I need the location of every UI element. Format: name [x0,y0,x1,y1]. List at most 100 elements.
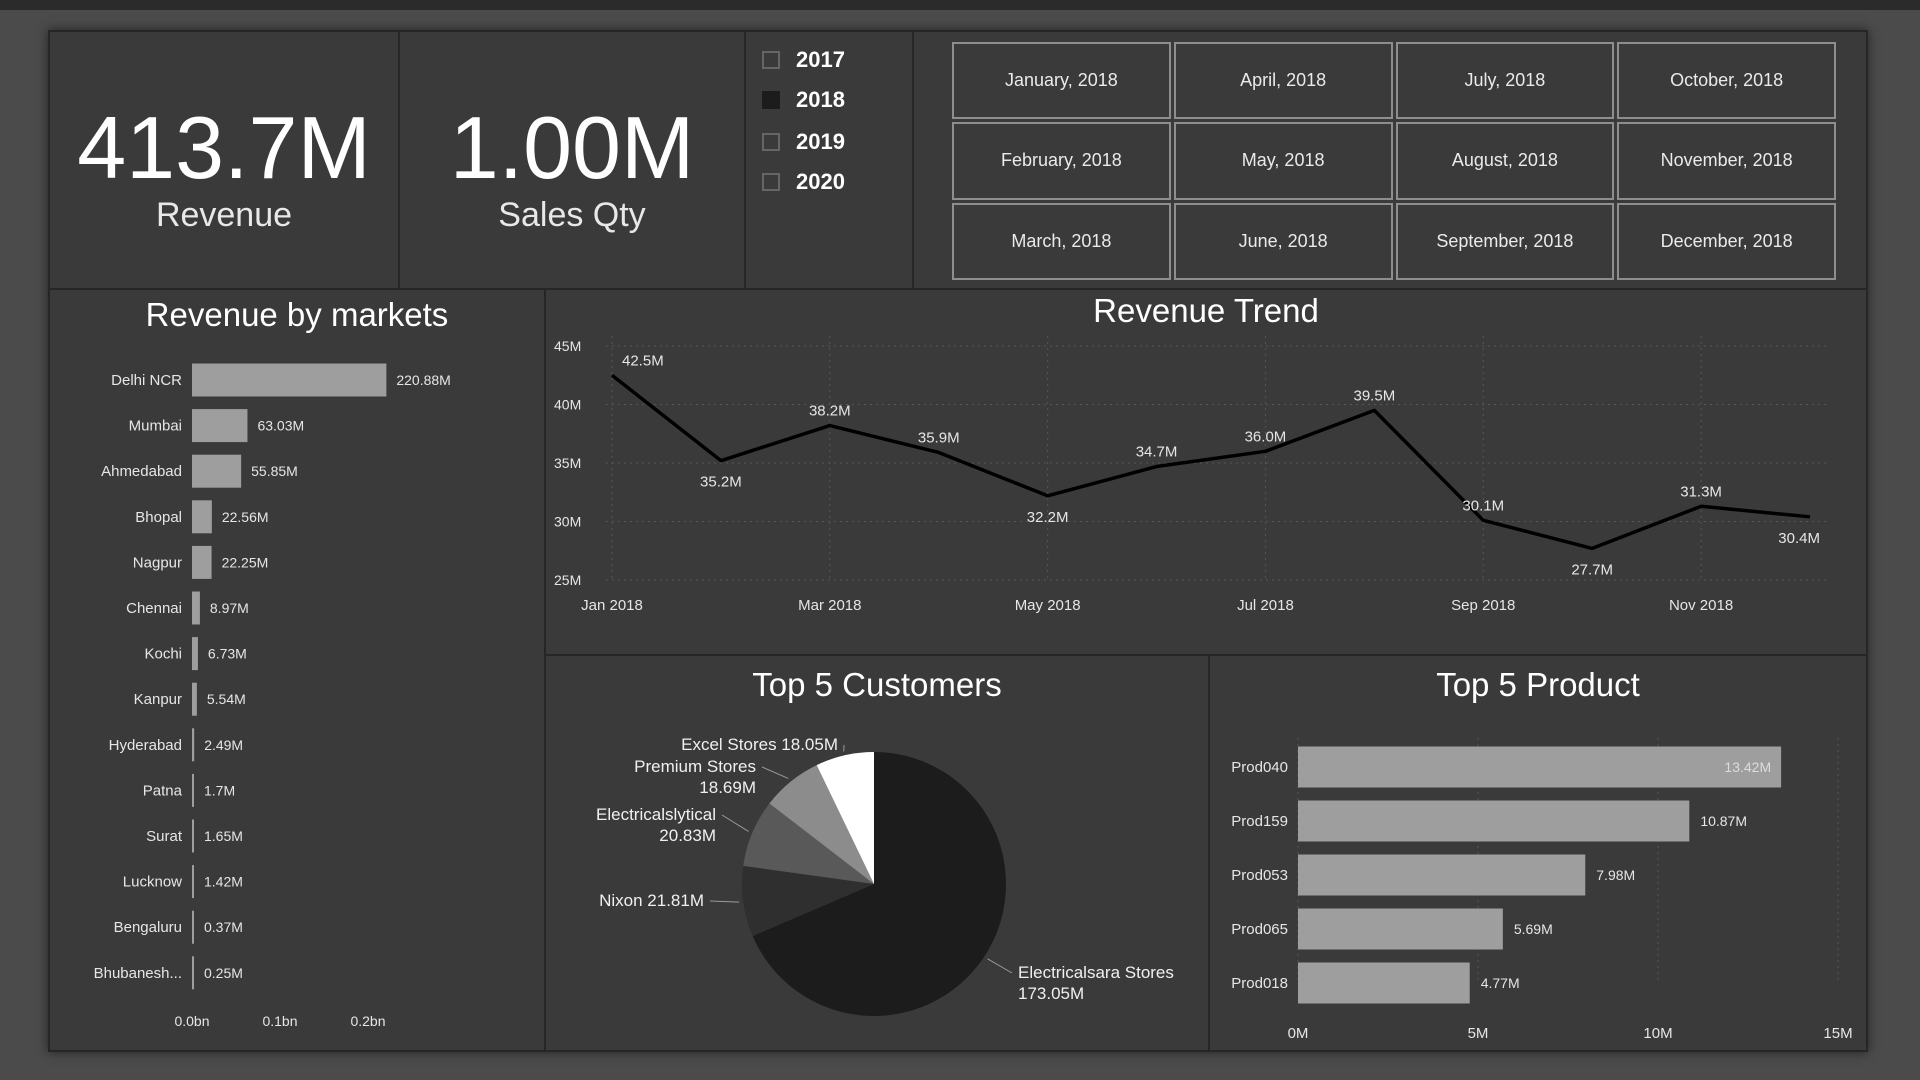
market-data-label: 220.88M [396,372,450,388]
checkbox-icon[interactable] [762,133,780,151]
trend-y-tick-label: 45M [554,338,581,354]
month-button-aug[interactable]: August, 2018 [1395,122,1615,200]
year-slicer: 2017 2018 2019 2020 [744,30,914,290]
trend-y-tick-label: 30M [554,514,581,530]
year-option-2018[interactable]: 2018 [762,86,845,114]
customer-pie-slice [752,752,1006,1016]
month-button-apr[interactable]: April, 2018 [1173,42,1393,120]
kpi-revenue-label: Revenue [155,196,293,234]
market-bar [192,819,194,853]
month-button-dec[interactable]: December, 2018 [1617,202,1836,280]
market-data-label: 22.56M [222,509,269,525]
markets-chart: Delhi NCR 220.88M Mumbai 63.03M Ahmedabad 55.… [94,363,451,1029]
year-option-2017[interactable]: 2017 [762,46,845,74]
customer-pie-slice [743,803,874,884]
market-bar [192,865,194,899]
month-button-sep[interactable]: September, 2018 [1395,202,1615,280]
product-category-label: Prod159 [1231,813,1288,830]
top-strip [0,0,1920,10]
month-button-feb[interactable]: February, 2018 [952,122,1171,200]
trend-x-tick-label: Jul 2018 [1237,597,1294,614]
customer-slice-label: Excel Stores 18.05M [681,735,838,754]
trend-panel: Revenue Trend 25M 30M 35M 40M 45M Jan 2018 Mar… [544,288,1868,656]
products-chart: 0M 5M 10M 15M Prod040 13.42M Prod159 10.87M Prod… [1231,738,1853,1042]
kpi-sales-qty-card: 1.00M Sales Qty [398,30,746,290]
kpi-revenue-value: 413.7M [77,98,371,197]
market-category-label: Lucknow [123,874,182,891]
product-x-tick-label: 15M [1823,1025,1852,1042]
customers-title: Top 5 Customers [752,666,1002,703]
product-bar [1298,746,1782,788]
month-slicer: January, 2018 April, 2018 July, 2018 Oct… [912,30,1868,290]
markets-panel: Revenue by markets Delhi NCR 220.88M Mumba… [48,288,546,1052]
trend-data-label: 30.4M [1778,530,1820,547]
kpi-revenue-card: 413.7M Revenue [48,30,400,290]
trend-data-label: 35.2M [700,474,742,491]
product-x-tick-label: 5M [1468,1025,1489,1042]
market-bar [192,728,195,762]
trend-data-label: 32.2M [1027,509,1069,526]
product-category-label: Prod053 [1231,867,1288,884]
market-category-label: Chennai [126,600,182,617]
market-bar [192,910,194,944]
market-bar [192,773,194,807]
product-data-label: 7.98M [1596,867,1635,883]
markets-title: Revenue by markets [145,296,449,333]
month-button-mar[interactable]: March, 2018 [952,202,1171,280]
market-bar [192,591,200,625]
market-bar [192,363,387,397]
customer-pie-slice [816,752,874,884]
dashboard: 413.7M Revenue 1.00M Sales Qty 2017 2018… [48,30,1868,1052]
trend-data-label: 27.7M [1571,561,1613,578]
market-data-label: 22.25M [222,554,269,570]
trend-data-label: 30.1M [1462,497,1504,514]
trend-data-label: 38.2M [809,403,851,420]
market-bar [192,409,248,443]
trend-data-label: 34.7M [1136,444,1178,461]
market-bar [192,956,194,990]
month-button-jul[interactable]: July, 2018 [1395,42,1615,120]
trend-data-label: 42.5M [622,352,664,369]
product-x-tick-label: 0M [1288,1025,1309,1042]
checkbox-checked-icon[interactable] [762,91,780,109]
year-option-2019[interactable]: 2019 [762,128,845,156]
trend-x-tick-label: Mar 2018 [798,597,861,614]
customer-slice-label: Electricalslytical [596,805,716,824]
market-category-label: Ahmedabad [101,463,182,480]
market-category-label: Kochi [144,646,182,663]
customer-slice-label: Electricalsara Stores [1018,963,1174,982]
year-option-2020[interactable]: 2020 [762,168,845,196]
trend-line [610,373,1811,551]
market-data-label: 5.54M [207,691,246,707]
market-x-tick-label: 0.0bn [174,1013,209,1029]
market-data-label: 6.73M [208,646,247,662]
month-button-grid: January, 2018 April, 2018 July, 2018 Oct… [952,42,1836,280]
market-data-label: 55.85M [251,463,298,479]
kpi-sales-qty-label: Sales Qty [498,196,646,234]
trend-x-tick-label: May 2018 [1015,597,1081,614]
month-button-oct[interactable]: October, 2018 [1617,42,1836,120]
month-button-may[interactable]: May, 2018 [1173,122,1393,200]
customers-panel: Top 5 Customers Electricalsara Stores 173… [544,654,1210,1052]
month-button-jan[interactable]: January, 2018 [952,42,1171,120]
trend-x-tick-label: Jan 2018 [581,597,643,614]
trend-chart: 25M 30M 35M 40M 45M Jan 2018 Mar 2018 May 2018 J… [554,336,1830,614]
year-label: 2019 [796,129,845,154]
trend-data-label: 39.5M [1354,387,1396,404]
market-category-label: Hyderabad [109,737,182,754]
checkbox-icon[interactable] [762,51,780,69]
market-data-label: 1.42M [204,874,243,890]
market-category-label: Bhopal [135,509,182,526]
month-button-nov[interactable]: November, 2018 [1617,122,1836,200]
market-data-label: 2.49M [204,737,243,753]
product-x-tick-label: 10M [1643,1025,1672,1042]
checkbox-icon[interactable] [762,173,780,191]
market-category-label: Surat [146,828,183,845]
customers-chart: Electricalsara Stores 173.05M Nixon 21.81M… [596,735,1174,1016]
month-button-jun[interactable]: June, 2018 [1173,202,1393,280]
product-bar [1298,962,1470,1004]
trend-x-tick-label: Sep 2018 [1451,597,1515,614]
product-bar [1298,800,1690,842]
trend-y-tick-label: 25M [554,572,581,588]
customer-pie-slice [769,765,874,884]
